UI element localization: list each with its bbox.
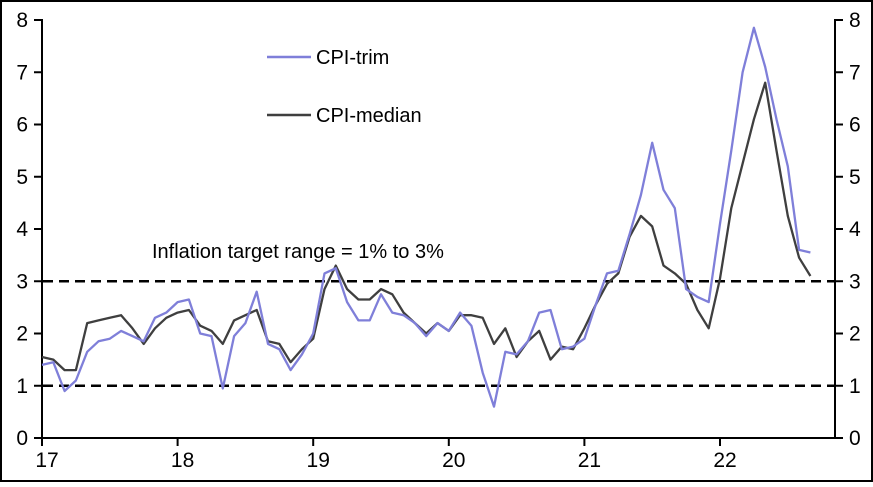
y-tick-label-left: 6 — [16, 114, 28, 137]
y-tick-label-right: 3 — [849, 270, 861, 293]
target-range-annotation: Inflation target range = 1% to 3% — [152, 241, 444, 263]
legend-label-cpi-median: CPI-median — [316, 105, 422, 127]
y-tick-label-left: 2 — [16, 323, 28, 346]
y-tick-label-right: 5 — [849, 166, 861, 189]
y-tick-label-left: 8 — [16, 9, 28, 32]
series-line-cpi-median — [41, 81, 812, 372]
x-tick-label: 20 — [442, 449, 465, 472]
y-tick-label-right: 7 — [849, 61, 861, 84]
y-tick-label-right: 6 — [849, 114, 861, 137]
y-tick-label-left: 4 — [16, 218, 28, 241]
legend-label-cpi-trim: CPI-trim — [316, 47, 389, 69]
y-tick-label-left: 0 — [16, 427, 28, 450]
x-tick-label: 21 — [578, 449, 601, 472]
y-tick-label-right: 0 — [849, 427, 861, 450]
y-tick-label-left: 7 — [16, 61, 28, 84]
x-tick-label: 18 — [171, 449, 194, 472]
y-tick-label-right: 2 — [849, 323, 861, 346]
y-tick-label-right: 1 — [849, 375, 861, 398]
y-tick-label-right: 8 — [849, 9, 861, 32]
y-tick-label-left: 3 — [16, 270, 28, 293]
x-tick-label: 22 — [713, 449, 736, 472]
y-tick-label-left: 5 — [16, 166, 28, 189]
series-line-cpi-trim — [41, 26, 811, 408]
x-tick-label: 19 — [307, 449, 330, 472]
y-tick-label-left: 1 — [16, 375, 28, 398]
y-tick-label-right: 4 — [849, 218, 861, 241]
x-tick-label: 17 — [35, 449, 58, 472]
